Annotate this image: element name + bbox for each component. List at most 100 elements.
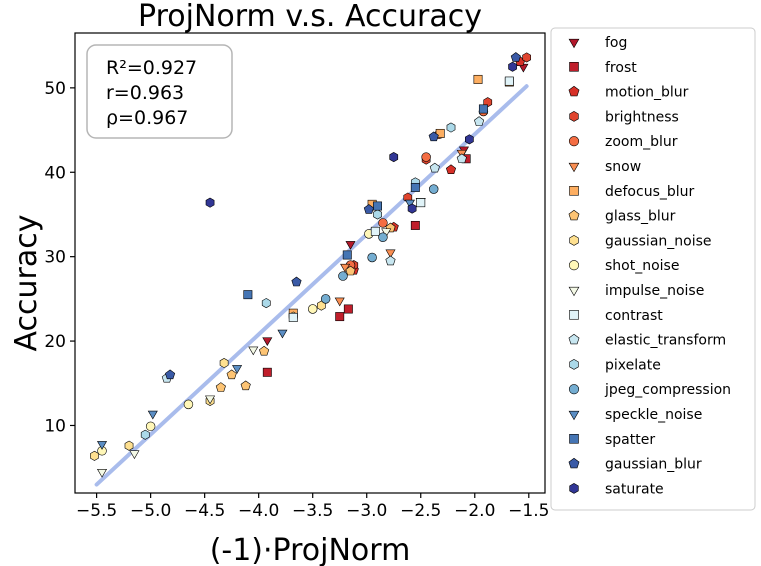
data-point-frost [262,367,272,377]
data-point-pixelate [140,429,150,440]
x-tick-label: −3.5 [292,501,333,521]
legend-label-jpeg-compression: jpeg_compression [604,382,731,398]
legend-label-frost: frost [605,60,637,76]
legend-label-contrast: contrast [605,308,663,324]
legend-marker-impulse-noise [568,286,580,297]
stats-box-frame [86,44,233,139]
y-tick-label: 10 [44,416,66,436]
data-point-elastic-transform [385,255,396,266]
data-point-frost [335,312,345,322]
data-point-elastic-transform [456,153,467,164]
plot-frame [74,32,546,494]
legend-label-brightness: brightness [605,109,679,125]
data-point-contrast [370,226,380,236]
stats-box: R²=0.927 r=0.963 ρ=0.967 [86,44,233,139]
data-point-shot-noise [145,421,156,432]
data-point-gaussian-blur [291,276,302,287]
data-point-gaussian-noise [124,440,134,451]
y-tick-label: 20 [44,332,66,352]
data-point-glass-blur [345,265,356,276]
legend-marker-snow [568,162,580,173]
y-axis-ticks: 10 20 30 40 50 [44,79,75,436]
data-point-contrast [504,76,514,86]
data-point-jpeg-compression [378,232,388,242]
data-point-glass-blur [259,345,270,356]
data-point-speckle-noise [232,365,243,374]
legend-label-pixelate: pixelate [605,357,661,373]
legend-label-motion-blur: motion_blur [605,85,689,101]
stats-rho: ρ=0.967 [106,107,188,129]
legend-marker-speckle-noise [568,410,580,421]
data-point-jpeg-compression [428,184,439,194]
x-axis-ticks: −5.5 −5.0 −4.5 −4.0 −3.5 −3.0 −2.5 −2.0 −1.5 [76,493,549,521]
legend-label-glass-blur: glass_blur [605,209,676,225]
data-point-contrast [416,198,426,208]
data-point-glass-blur [240,380,251,391]
legend-label-speckle-noise: speckle_noise [605,407,702,423]
legend-marker-spatter [569,434,579,444]
legend-label-defocus-blur: defocus_blur [605,184,695,200]
legend-marker-defocus-blur [569,186,579,196]
legend-label-fog: fog [605,35,627,51]
data-point-spatter [342,250,352,260]
legend: fog frost motion_blur brightness zoom_blursn… [550,27,756,511]
data-point-glass-blur [226,369,237,380]
legend-items: fog frost motion_blur brightness zoom_blursn… [568,35,731,497]
data-point-brightness [522,52,531,63]
x-tick-label: −2.5 [400,501,441,521]
legend-marker-motion-blur [568,85,580,97]
data-point-saturate [389,152,399,163]
stats-r: r=0.963 [106,82,184,104]
data-point-motion-blur [445,164,457,175]
data-point-impulse-noise [248,346,259,356]
legend-frame [550,27,756,511]
legend-marker-elastic-transform [568,333,580,345]
data-point-fog [262,337,273,347]
data-point-shot-noise [183,399,194,410]
x-tick-label: −5.5 [76,501,117,521]
data-point-saturate [205,197,215,208]
fit-line-path [94,84,529,487]
data-point-speckle-noise [96,441,108,450]
legend-label-zoom-blur: zoom_blur [605,134,678,150]
stats-r2: R²=0.927 [106,57,197,79]
data-point-speckle-noise [277,329,288,339]
legend-label-gaussian-noise: gaussian_noise [605,233,712,249]
data-point-shot-noise [307,304,318,314]
legend-marker-fog [568,38,580,49]
chart-title: ProjNorm v.s. Accuracy [138,0,482,34]
legend-marker-gaussian-blur [568,457,580,469]
data-point-frost [410,220,420,230]
scatter-points [90,52,531,478]
data-point-gaussian-blur [165,369,176,380]
y-tick-label: 40 [44,163,66,183]
y-axis-label: Accuracy [9,215,44,352]
data-point-pixelate [261,298,271,309]
legend-label-elastic-transform: elastic_transform [605,333,726,349]
data-point-gaussian-noise [90,450,99,461]
data-point-spatter [478,104,488,114]
regression-fit-line [94,84,529,487]
legend-marker-zoom-blur [568,136,580,147]
data-point-jpeg-compression [367,252,377,263]
data-point-spatter [373,201,382,211]
data-point-saturate [508,61,517,72]
legend-label-impulse-noise: impulse_noise [605,283,704,299]
data-point-snow [334,297,345,307]
data-point-zoom-blur [421,152,431,162]
data-point-speckle-noise [147,410,158,420]
data-point-glass-blur [215,382,226,392]
x-tick-label: −4.0 [238,501,279,521]
data-point-saturate [407,203,417,214]
legend-marker-pixelate [569,359,579,370]
legend-marker-glass-blur [568,209,580,221]
legend-label-shot-noise: shot_noise [605,258,679,274]
legend-marker-shot-noise [568,260,580,271]
data-point-impulse-noise [96,468,108,478]
legend-marker-gaussian-noise [569,235,579,246]
legend-label-spatter: spatter [605,432,655,448]
data-point-contrast [288,312,298,322]
legend-marker-jpeg-compression [568,384,580,395]
legend-marker-contrast [569,310,579,320]
